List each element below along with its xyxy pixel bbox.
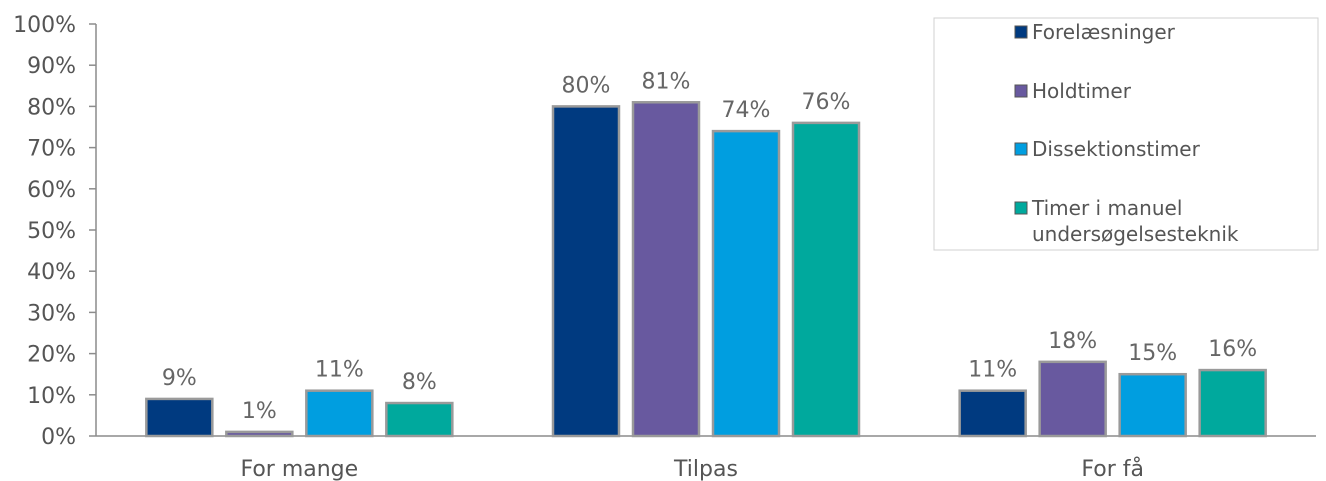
bars: [145, 101, 1267, 438]
y-tick-label: 70%: [27, 137, 76, 162]
y-axis: 0% 10% 20% 30% 40% 50% 60% 70% 80% 90% 100%: [13, 13, 97, 450]
bar-dissektionstimer-1: [711, 129, 781, 438]
bar-value-label: 74%: [722, 98, 771, 123]
bar-value-label: 1%: [242, 399, 277, 424]
bar-value-label: 76%: [802, 90, 851, 115]
bar-value-label: 15%: [1128, 341, 1177, 366]
legend-swatch: [1014, 201, 1028, 215]
x-category-label: Tilpas: [673, 457, 738, 481]
x-category-label: For få: [1081, 456, 1144, 481]
legend-swatch: [1014, 142, 1028, 156]
data-labels: 9% 1% 11% 8% 80% 81% 74% 76% 11% 18% 15% 16%: [162, 69, 1257, 424]
y-tick-label: 60%: [27, 178, 76, 203]
bar-dissektionstimer-0: [305, 389, 374, 438]
y-tick-label: 30%: [27, 301, 76, 326]
bar-forelæsninger-0: [145, 397, 214, 438]
legend-label: Forelæsninger: [1032, 20, 1176, 44]
legend: Forelæsninger Holdtimer Dissektionstimer Ti…: [933, 17, 1319, 251]
bar-dissektionstimer-2: [1118, 372, 1187, 438]
legend-item: Forelæsninger: [1014, 20, 1176, 44]
bar-timer-i-manuel-undersøgelsesteknik-0: [385, 401, 454, 438]
bar-holdtimer-2: [1038, 360, 1107, 438]
y-tick-label: 40%: [27, 260, 76, 285]
bar-forelæsninger-1: [551, 105, 621, 438]
bar-timer-i-manuel-undersøgelsesteknik-1: [791, 121, 861, 438]
y-tick-label: 10%: [27, 384, 76, 409]
y-tick-label: 0%: [41, 425, 76, 450]
y-tick-label: 80%: [27, 95, 76, 120]
bar-value-label: 11%: [968, 358, 1017, 383]
bar-value-label: 16%: [1208, 337, 1257, 362]
bar-holdtimer-0: [225, 430, 294, 438]
legend-label: Dissektionstimer: [1032, 137, 1201, 161]
legend-box: [933, 17, 1319, 251]
x-axis: For mange Tilpas For få: [96, 435, 1316, 481]
y-tick-label: 100%: [13, 13, 76, 38]
y-tick-label: 90%: [27, 54, 76, 79]
legend-label: undersøgelsesteknik: [1032, 222, 1239, 246]
bar-value-label: 11%: [315, 358, 364, 383]
bar-holdtimer-1: [631, 101, 701, 438]
legend-label: Timer i manuel: [1031, 196, 1182, 220]
bar-value-label: 9%: [162, 366, 197, 391]
bar-value-label: 81%: [642, 69, 691, 94]
bar-forelæsninger-2: [958, 389, 1027, 438]
bar-value-label: 18%: [1048, 329, 1097, 354]
legend-swatch: [1014, 25, 1028, 39]
y-tick-label: 20%: [27, 343, 76, 368]
y-tick-label: 50%: [27, 219, 76, 244]
bar-value-label: 8%: [402, 370, 437, 395]
legend-item: Holdtimer: [1014, 79, 1132, 103]
legend-label: Holdtimer: [1032, 79, 1132, 103]
legend-item: Dissektionstimer: [1014, 137, 1201, 161]
x-category-label: For mange: [240, 457, 358, 481]
legend-swatch: [1014, 84, 1028, 98]
bar-timer-i-manuel-undersøgelsesteknik-2: [1198, 368, 1267, 438]
bar-value-label: 80%: [562, 73, 611, 98]
